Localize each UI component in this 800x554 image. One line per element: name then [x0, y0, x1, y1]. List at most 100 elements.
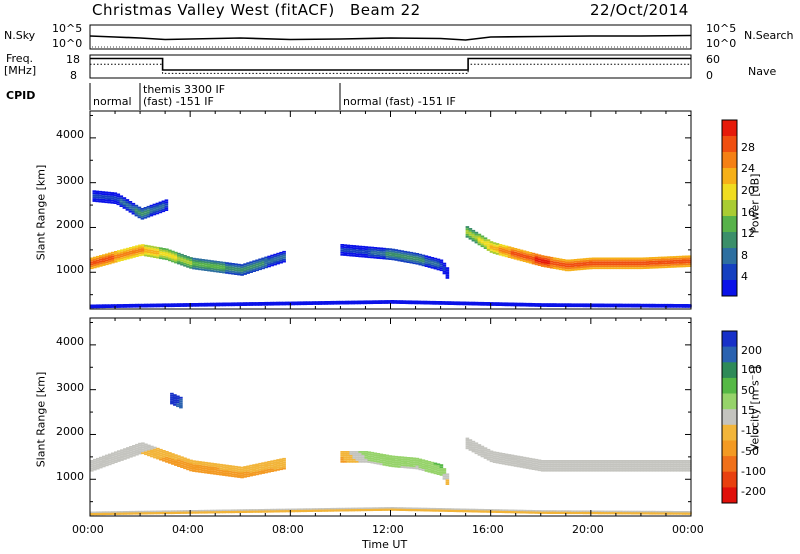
data-cell — [510, 302, 515, 304]
data-cell — [125, 201, 130, 203]
data-cell — [588, 460, 593, 462]
data-cell — [465, 233, 470, 236]
data-cell — [492, 244, 497, 247]
data-cell — [445, 269, 450, 271]
data-cell — [204, 259, 208, 262]
data-cell — [540, 257, 545, 260]
data-cell — [132, 450, 136, 453]
data-cell — [306, 508, 310, 510]
data-cell — [567, 510, 572, 512]
data-cell — [174, 303, 178, 305]
data-cell — [603, 460, 608, 462]
data-cell — [436, 260, 441, 263]
data-cell — [192, 259, 196, 262]
data-cell — [99, 255, 103, 257]
data-cell — [201, 302, 205, 305]
data-cell — [540, 255, 545, 258]
data-cell — [445, 481, 450, 484]
velocity-data — [90, 392, 692, 516]
data-cell — [528, 459, 533, 462]
data-cell — [261, 466, 265, 469]
data-cell — [132, 510, 136, 513]
data-cell — [651, 266, 656, 269]
data-cell — [439, 259, 444, 262]
data-cell — [111, 255, 115, 258]
data-cell — [135, 453, 139, 456]
data-cell — [93, 264, 97, 267]
data-cell — [183, 467, 187, 470]
data-cell — [667, 465, 671, 468]
data-cell — [219, 463, 223, 466]
data-cell — [216, 266, 220, 269]
data-cell — [285, 301, 289, 304]
data-cell — [516, 258, 521, 261]
data-cell — [400, 252, 405, 255]
data-cell — [688, 467, 692, 470]
data-cell — [270, 470, 274, 472]
data-cell — [471, 508, 476, 511]
data-cell — [231, 509, 235, 511]
data-cell — [140, 208, 145, 210]
data-cell — [661, 469, 665, 472]
data-cell — [110, 201, 115, 204]
data-cell — [567, 263, 572, 266]
data-cell — [141, 246, 145, 249]
data-cell — [158, 207, 163, 210]
data-cell — [171, 250, 175, 253]
data-cell — [507, 256, 512, 258]
data-cell — [173, 398, 177, 400]
data-cell — [501, 455, 506, 457]
data-cell — [117, 450, 121, 453]
data-cell — [201, 259, 205, 261]
data-cell — [510, 456, 515, 459]
data-cell — [409, 253, 414, 256]
data-cell — [424, 466, 429, 468]
data-cell — [144, 244, 148, 247]
data-cell — [243, 263, 247, 266]
data-cell — [667, 264, 671, 266]
data-cell — [445, 477, 450, 480]
colorbar-segment — [722, 487, 737, 504]
data-cell — [552, 469, 557, 472]
data-cell — [309, 301, 313, 303]
data-cell — [219, 467, 223, 470]
data-cell — [276, 459, 280, 461]
data-cell — [597, 461, 602, 464]
data-cell — [495, 461, 500, 464]
data-cell — [424, 265, 429, 267]
data-cell — [513, 462, 518, 465]
data-cell — [135, 510, 139, 513]
data-cell — [225, 474, 229, 477]
data-cell — [561, 303, 566, 305]
data-cell — [358, 454, 362, 457]
data-cell — [213, 270, 217, 273]
data-cell — [237, 273, 241, 276]
data-cell — [552, 461, 557, 464]
data-cell — [430, 262, 435, 265]
data-cell — [612, 467, 617, 470]
data-cell — [391, 465, 396, 468]
data-cell — [546, 461, 551, 464]
nave-tick-bottom: 0 — [706, 69, 713, 82]
data-cell — [201, 463, 205, 466]
data-cell — [483, 457, 488, 459]
data-cell — [418, 464, 423, 467]
data-cell — [682, 265, 686, 268]
data-cell — [107, 195, 112, 198]
data-cell — [555, 263, 560, 266]
data-cell — [158, 205, 163, 208]
data-cell — [513, 461, 518, 463]
data-cell — [570, 463, 575, 466]
data-cell — [170, 400, 174, 403]
data-cell — [177, 510, 181, 512]
data-cell — [661, 461, 665, 464]
data-cell — [246, 264, 250, 267]
data-cell — [358, 247, 362, 250]
data-cell — [123, 252, 127, 255]
data-cell — [400, 254, 405, 257]
data-cell — [279, 259, 283, 262]
data-cell — [603, 461, 608, 464]
data-cell — [480, 237, 485, 240]
data-cell — [141, 444, 145, 447]
data-cell — [243, 473, 247, 476]
